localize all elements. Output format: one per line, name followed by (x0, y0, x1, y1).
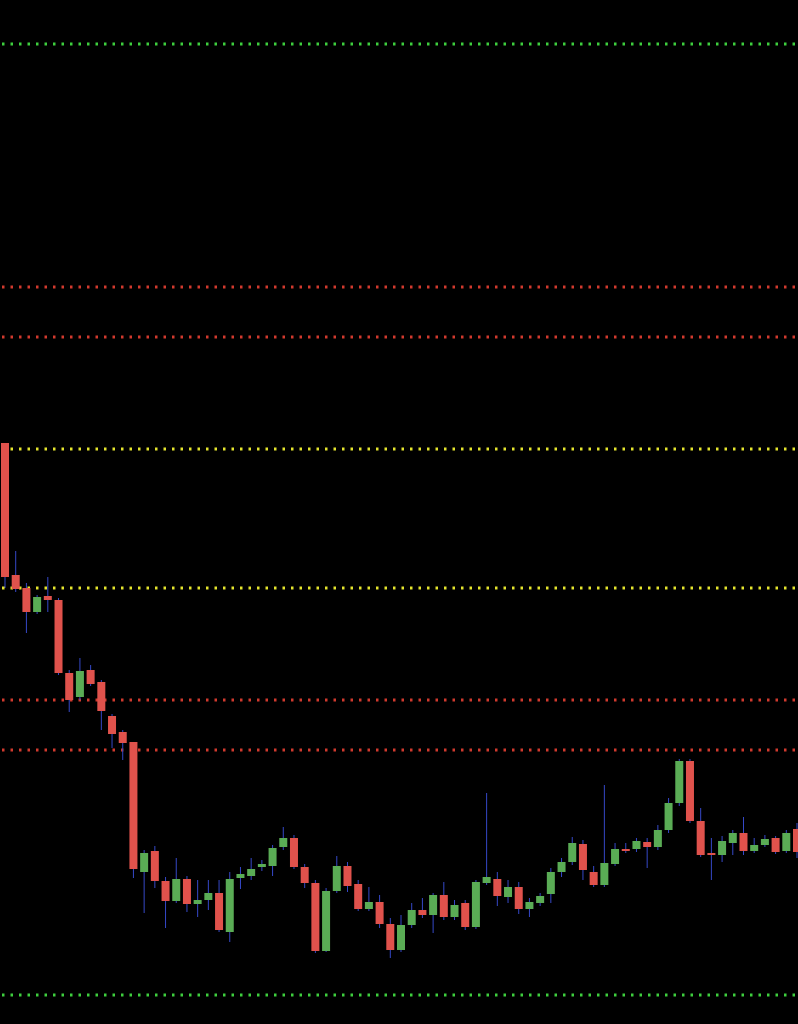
candle-body (289, 838, 298, 867)
candle-body (407, 910, 416, 925)
candle-body (600, 863, 609, 885)
candle-body (482, 877, 491, 883)
candle-body (782, 833, 791, 851)
candle-body (514, 887, 523, 909)
candle-body (311, 883, 320, 951)
candle-body (718, 841, 727, 855)
candle-body (568, 843, 577, 862)
candle-body (760, 839, 769, 845)
candle-body (129, 742, 138, 869)
candle-body (204, 893, 213, 900)
candle-body (140, 853, 149, 872)
candle-body (664, 803, 673, 830)
candle-body (397, 925, 405, 950)
candle-body (11, 575, 20, 589)
candle-body (97, 682, 106, 711)
candle-body (33, 597, 42, 612)
candle-body (525, 902, 534, 909)
candle-body (685, 761, 694, 821)
candle-body (75, 671, 84, 697)
candle-body (54, 600, 63, 673)
candle-body (632, 841, 641, 849)
candle-body (621, 849, 630, 851)
candle-body (354, 884, 363, 909)
candle-body (247, 869, 256, 876)
candle-body (750, 845, 759, 851)
candle-body (43, 596, 52, 600)
candle-body (300, 867, 309, 883)
candle-body (193, 900, 202, 904)
candle-body (439, 895, 448, 917)
candle-body (65, 673, 74, 700)
candle-body (108, 716, 117, 734)
candle-body (279, 838, 288, 847)
candle-body (182, 879, 191, 904)
candle-body (536, 896, 545, 903)
candle-body (86, 670, 95, 684)
candle-body (364, 902, 373, 909)
candle-body (22, 588, 31, 612)
candle-body (493, 879, 502, 896)
candle-body (546, 872, 555, 894)
candle-body (332, 866, 341, 891)
candle-body (118, 732, 127, 743)
candle-body (375, 902, 384, 924)
candle-body (771, 838, 780, 852)
candle-body (643, 842, 652, 847)
candle-body (429, 895, 438, 915)
candle-body (450, 905, 459, 917)
candle-body (504, 887, 513, 897)
candle-body (793, 829, 798, 852)
candle-body (322, 891, 331, 951)
candle-body (461, 903, 470, 927)
candle-body (161, 881, 170, 901)
candle-body (739, 833, 748, 851)
candle-body (557, 862, 566, 872)
candle-body (471, 882, 480, 927)
candle-body (236, 874, 245, 878)
candle-body (343, 866, 352, 886)
candle-body (707, 853, 716, 855)
candle-body (728, 833, 737, 843)
candle-body (653, 830, 662, 847)
candle-body (225, 879, 234, 932)
candle-body (578, 844, 587, 870)
candle-body (150, 851, 159, 881)
candle-body (268, 848, 277, 866)
candle-body (386, 924, 395, 950)
candle-body (1, 443, 9, 577)
candle-body (675, 761, 684, 803)
candle-body (215, 893, 224, 930)
candle-body (418, 910, 427, 915)
candle-body (257, 864, 266, 867)
candle-body (172, 879, 181, 901)
candle-body (611, 849, 620, 864)
candle-body (696, 821, 705, 855)
candle-body (589, 872, 598, 885)
